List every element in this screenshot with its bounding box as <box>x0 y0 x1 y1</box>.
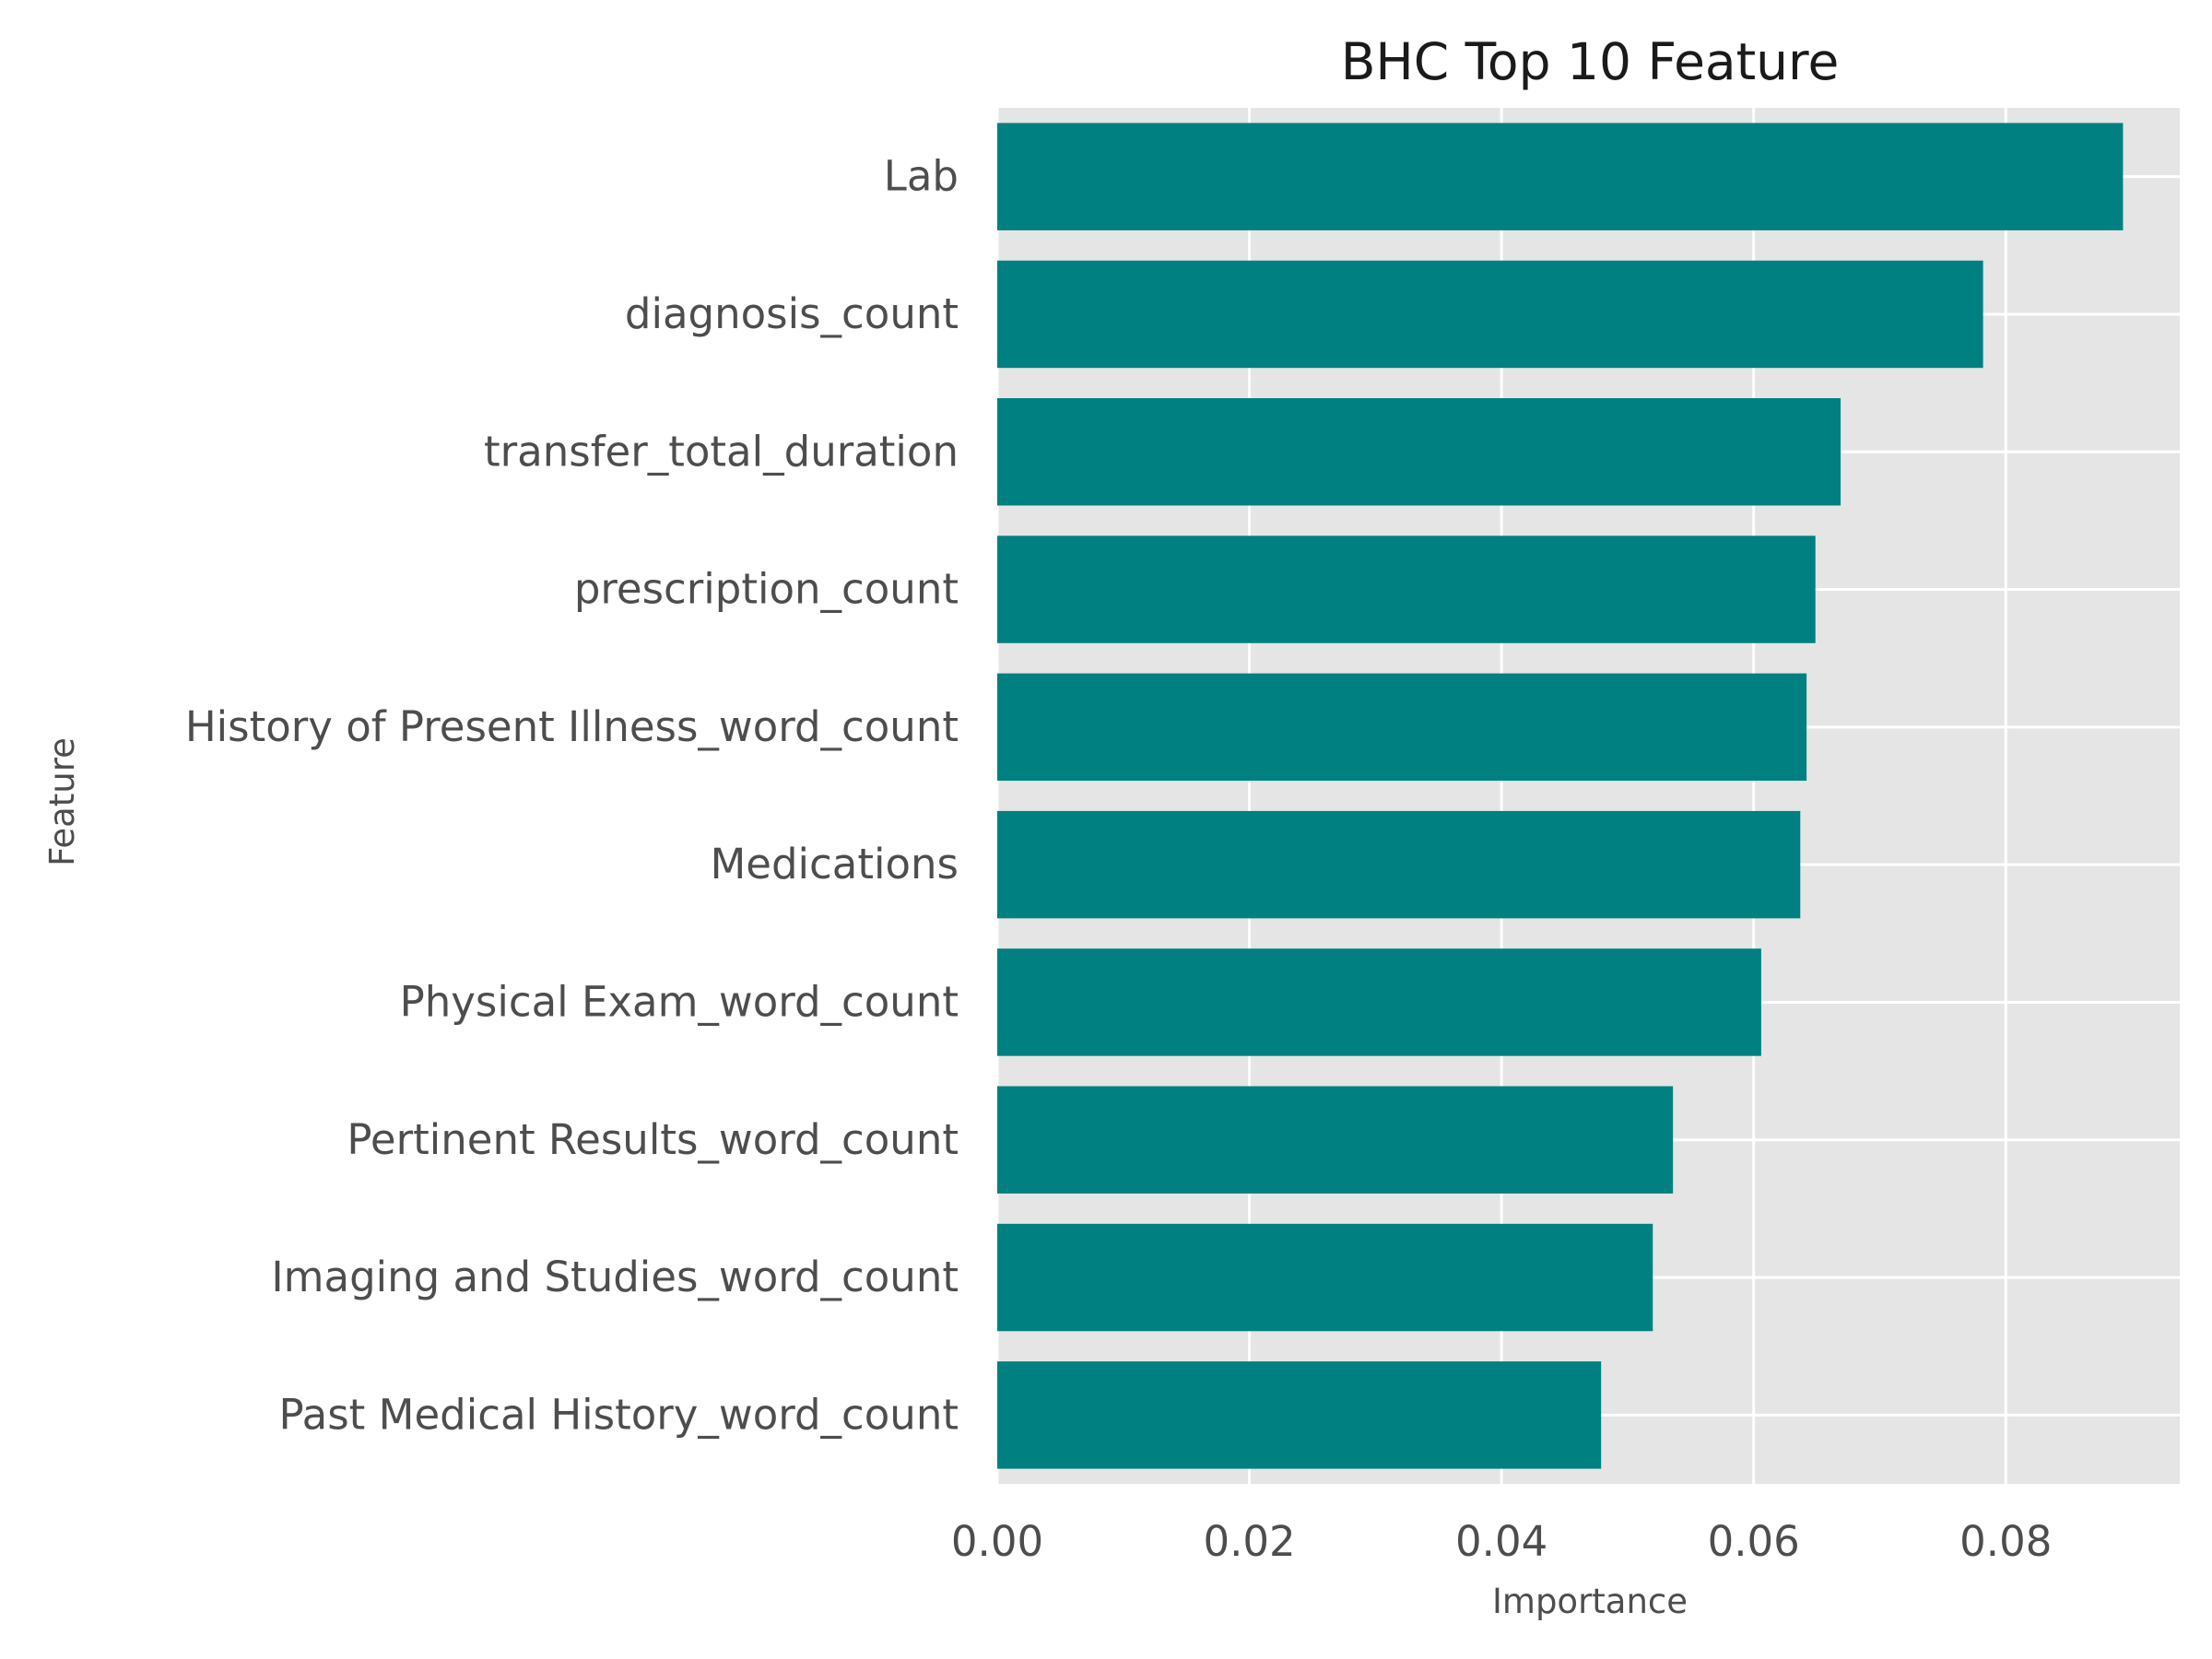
x-tick-labels: 0.00 0.02 0.04 0.06 0.08 <box>951 1517 2052 1566</box>
x-tick-label: 0.06 <box>1708 1517 1800 1566</box>
x-tick-label: 0.04 <box>1455 1517 1547 1566</box>
y-tick-label: Lab <box>884 152 959 201</box>
y-tick-label: History of Present Illness_word_count <box>185 702 959 751</box>
x-tick-label: 0.08 <box>1959 1517 2052 1566</box>
y-tick-label: Imaging and Studies_word_count <box>271 1253 959 1301</box>
y-axis-label: Feature <box>42 737 82 866</box>
x-tick-label: 0.00 <box>951 1517 1043 1566</box>
plot-area <box>995 108 2180 1484</box>
bar <box>997 1223 1653 1332</box>
bar <box>997 810 1801 919</box>
bar <box>997 123 2124 230</box>
y-tick-label: Physical Exam_word_count <box>400 977 959 1026</box>
y-tick-labels: Lab diagnosis_count transfer_total_duratio… <box>185 152 959 1440</box>
y-tick-label: prescription_count <box>574 565 959 614</box>
x-tick-label: 0.02 <box>1203 1517 1295 1566</box>
y-tick-label: Medications <box>710 840 959 888</box>
y-tick-label: transfer_total_duration <box>484 427 959 476</box>
bar <box>997 260 1983 369</box>
x-axis-label: Importance <box>1492 1582 1688 1621</box>
bar <box>997 948 1761 1056</box>
bar <box>997 535 1816 643</box>
y-tick-label: Past Medical History_word_count <box>279 1390 959 1439</box>
y-tick-label: Pertinent Results_word_count <box>347 1115 959 1164</box>
bar <box>997 398 1841 506</box>
bar <box>997 1086 1674 1194</box>
chart-title: BHC Top 10 Feature <box>1341 32 1840 91</box>
bar <box>997 1361 1602 1469</box>
y-tick-label: diagnosis_count <box>625 289 959 338</box>
bar <box>997 673 1807 782</box>
